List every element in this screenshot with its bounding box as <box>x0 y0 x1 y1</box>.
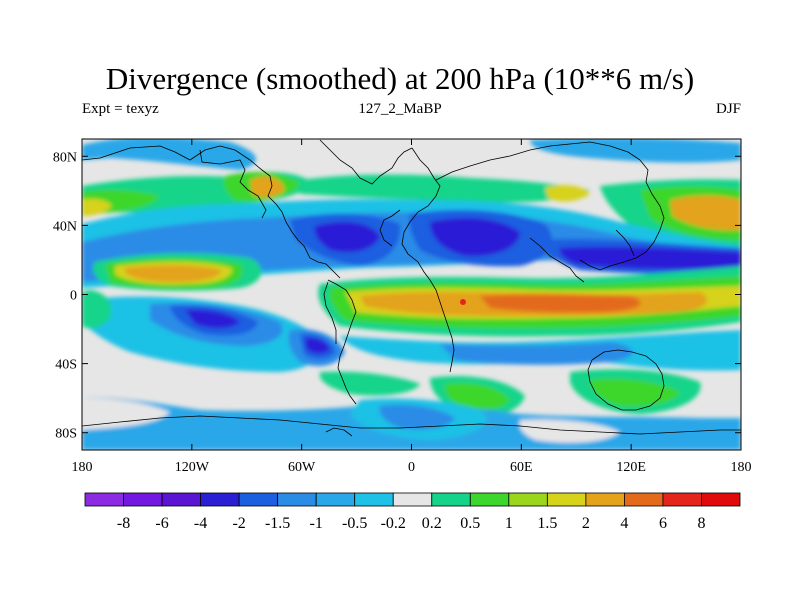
colorbar-swatch <box>585 492 625 507</box>
contour-band <box>82 139 256 170</box>
colorbar-swatch <box>701 492 741 507</box>
colorbar-swatch <box>200 492 240 507</box>
y-tick-label: 80N <box>53 150 77 165</box>
colorbar-swatch <box>431 492 471 507</box>
colorbar-label: 8 <box>697 515 705 532</box>
contour-band <box>185 309 240 329</box>
y-tick-label: 40S <box>55 358 77 373</box>
colorbar-label: 0.2 <box>422 515 442 532</box>
y-tick-label: 0 <box>70 289 77 304</box>
colorbar-label: -0.2 <box>381 515 406 532</box>
x-tick-label: 60E <box>510 460 533 475</box>
contour-band <box>82 398 170 430</box>
contour-band <box>530 139 741 163</box>
x-tick-label: 120E <box>616 460 646 475</box>
contour-band <box>519 419 620 443</box>
contour-band <box>670 195 741 231</box>
contour-band <box>125 265 222 282</box>
colorbar-swatch <box>469 492 510 507</box>
y-tick-label: 80S <box>55 427 77 442</box>
x-tick-label: 180 <box>72 460 93 475</box>
colorbar-label: 0.5 <box>460 515 480 532</box>
x-tick-label: 60W <box>288 460 316 475</box>
contour-band <box>545 185 590 202</box>
y-axis-ticks: 80N 40N 0 40S 80S <box>53 150 741 442</box>
colorbar-swatch <box>161 492 201 507</box>
experiment-label: Expt = texyz <box>82 101 159 117</box>
coastlines <box>82 139 741 437</box>
colorbar-label: 4 <box>620 515 628 532</box>
colorbar-swatch <box>123 492 163 507</box>
x-tick-label: 180 <box>731 460 752 475</box>
x-axis-ticks: 180 120W 60W 0 60E 120E 180 <box>72 139 752 475</box>
y-tick-label: 40N <box>53 219 77 234</box>
contour-band <box>480 293 641 313</box>
colorbar: -8 -6 -4 -2 -1.5 -1 -0.5 -0.2 0.2 0.5 1 1.5 2 4 6 8 <box>84 492 741 532</box>
colorbar-swatch <box>315 492 356 507</box>
colorbar-label: 6 <box>659 515 667 532</box>
contour-band <box>444 382 510 410</box>
contour-band <box>82 198 112 216</box>
colorbar-swatch <box>277 492 317 507</box>
colorbar-swatch <box>624 492 664 507</box>
colorbar-swatch <box>662 492 702 507</box>
contour-band <box>559 246 741 270</box>
colorbar-label: -1 <box>310 515 323 532</box>
contour-band <box>305 337 330 354</box>
contour-band <box>430 217 520 257</box>
colorbar-label: 1.5 <box>537 515 557 532</box>
colorbar-label: -2 <box>232 515 245 532</box>
contour-spot <box>460 299 466 305</box>
contour-band <box>319 371 420 396</box>
season-label: DJF <box>715 101 741 117</box>
contour-band <box>440 342 633 365</box>
colorbar-swatch <box>508 492 548 507</box>
colorbar-swatch <box>546 492 587 507</box>
contour-band <box>82 290 112 329</box>
colorbar-label: -0.5 <box>342 515 367 532</box>
colorbar-swatch <box>354 492 394 507</box>
colorbar-label: -8 <box>117 515 130 532</box>
contour-band <box>379 404 455 430</box>
contour-fills <box>82 139 741 450</box>
x-tick-label: 0 <box>408 460 415 475</box>
colorbar-swatch <box>392 492 433 507</box>
contour-band <box>250 176 285 198</box>
contour-band <box>300 174 590 203</box>
colorbar-label: -6 <box>155 515 168 532</box>
colorbar-swatch <box>238 492 279 507</box>
colorbar-swatch <box>84 492 124 507</box>
plot-title: Divergence (smoothed) at 200 hPa (10**6 … <box>105 61 695 96</box>
colorbar-label: 1 <box>505 515 513 532</box>
colorbar-label: 2 <box>582 515 590 532</box>
x-tick-label: 120W <box>175 460 210 475</box>
run-label: 127_2_MaBP <box>358 101 442 117</box>
colorbar-label: -1.5 <box>265 515 290 532</box>
contour-band <box>590 378 680 407</box>
contour-band <box>314 221 380 253</box>
colorbar-label: -4 <box>194 515 207 532</box>
